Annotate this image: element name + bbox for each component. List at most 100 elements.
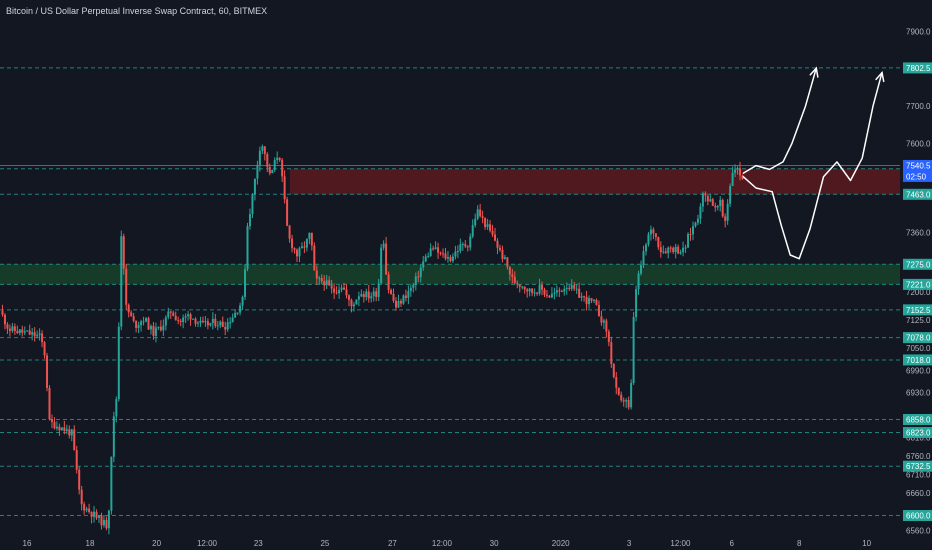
candle-body	[585, 296, 588, 305]
candle-body	[46, 355, 49, 388]
candle-body	[328, 280, 331, 286]
candle-body	[159, 326, 162, 331]
candle-body	[107, 510, 110, 529]
candle-body	[352, 304, 355, 307]
candle-body	[216, 325, 219, 327]
candle-body	[83, 504, 86, 511]
chart-title: Bitcoin / US Dollar Perpetual Inverse Sw…	[6, 6, 268, 16]
candle-body	[647, 234, 650, 245]
y-tick-label: 7900.0	[906, 28, 931, 37]
candle-body	[229, 322, 232, 324]
candle-body	[434, 247, 437, 250]
candle-body	[362, 294, 365, 298]
candle-body	[484, 217, 487, 228]
candle-body	[446, 256, 449, 259]
candle-body	[501, 249, 504, 259]
candle-body	[88, 508, 91, 512]
candle-body	[3, 314, 6, 325]
candle-body	[177, 319, 180, 321]
candle-body	[422, 261, 425, 268]
candle-body	[315, 270, 318, 279]
candle-body	[63, 427, 66, 431]
candle-body	[149, 325, 152, 330]
support-zone	[0, 264, 900, 285]
candle-body	[137, 325, 140, 328]
candle-body	[8, 328, 11, 331]
y-tick-label: 6990.0	[906, 366, 931, 375]
candle-body	[78, 469, 81, 490]
candle-body	[563, 288, 566, 292]
candle-body	[553, 292, 556, 294]
candle-body	[640, 265, 643, 274]
candle-body	[736, 168, 739, 170]
candle-body	[412, 284, 415, 288]
candle-body	[323, 281, 326, 286]
level-price-badge	[903, 460, 932, 472]
candle-body	[682, 247, 685, 253]
candle-body	[296, 249, 298, 257]
candle-body	[263, 146, 266, 155]
level-price-label: 7463.0	[906, 190, 931, 199]
candle-body	[578, 288, 581, 298]
candle-body	[427, 256, 430, 258]
candle-body	[256, 165, 259, 179]
candle-body	[224, 326, 227, 330]
candle-body	[496, 240, 499, 248]
candle-body	[320, 278, 323, 282]
candle-body	[234, 312, 237, 318]
candle-body	[244, 269, 247, 297]
candle-body	[13, 326, 16, 332]
candle-body	[442, 253, 445, 255]
candle-body	[605, 320, 608, 332]
candle-body	[169, 311, 172, 313]
candle-body	[630, 383, 633, 408]
level-price-badge	[903, 188, 932, 200]
candle-body	[399, 300, 402, 304]
candle-body	[253, 178, 256, 195]
candles-layer	[1, 144, 744, 535]
candle-body	[372, 291, 375, 297]
y-tick-label: 6760.0	[906, 452, 931, 461]
candle-body	[298, 248, 301, 257]
candle-body	[593, 299, 595, 301]
projection-arrowhead	[875, 70, 885, 83]
candle-body	[333, 288, 336, 293]
x-tick-label: 20	[152, 539, 161, 548]
candle-body	[615, 377, 618, 388]
candle-body	[142, 321, 145, 323]
candle-body	[219, 321, 222, 326]
x-tick-label: 10	[862, 539, 871, 548]
candle-body	[667, 247, 670, 254]
candle-body	[154, 327, 157, 336]
candle-body	[657, 237, 660, 248]
candle-body	[248, 214, 251, 227]
y-tick-label: 7700.0	[906, 102, 931, 111]
candle-body	[199, 320, 202, 323]
level-price-badge	[903, 354, 932, 366]
candle-body	[65, 429, 68, 431]
candle-body	[201, 320, 204, 322]
candle-body	[73, 429, 76, 451]
candle-body	[318, 278, 321, 280]
candle-body	[147, 318, 150, 330]
candle-body	[214, 318, 217, 326]
candle-body	[98, 515, 100, 518]
candle-body	[704, 193, 707, 196]
candle-body	[714, 205, 717, 208]
projection-layer	[742, 66, 885, 260]
candle-body	[511, 274, 514, 277]
candle-body	[127, 304, 130, 313]
candle-body	[192, 318, 195, 320]
candle-body	[281, 159, 284, 177]
candle-body	[55, 426, 58, 429]
candle-body	[590, 298, 593, 301]
candle-body	[454, 251, 457, 257]
candle-body	[692, 226, 694, 235]
candle-body	[456, 250, 459, 252]
candle-body	[345, 289, 348, 296]
candle-body	[672, 247, 675, 252]
candle-body	[251, 194, 254, 215]
candle-body	[105, 519, 108, 529]
candle-body	[60, 427, 63, 431]
